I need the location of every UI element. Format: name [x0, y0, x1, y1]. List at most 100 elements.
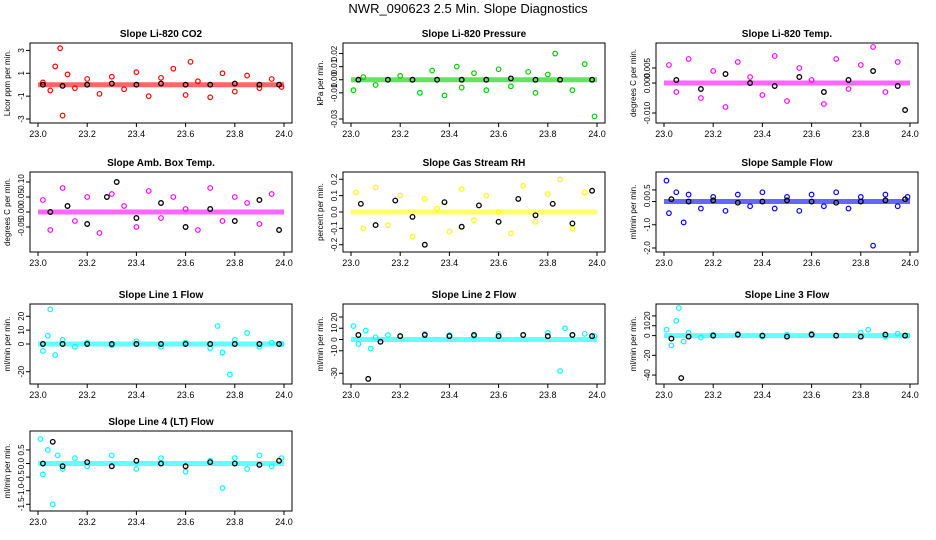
- y-tick-label: -10: [330, 344, 339, 356]
- data-point: [771, 205, 778, 212]
- data-point: [182, 468, 189, 475]
- reference-point: [47, 209, 54, 215]
- data-point: [698, 95, 704, 101]
- data-point: [54, 452, 61, 459]
- data-point: [145, 188, 152, 194]
- plot-frame: [29, 42, 293, 124]
- reference-point: [158, 460, 164, 467]
- reference-point: [668, 196, 675, 203]
- data-point: [158, 343, 164, 350]
- y-tick-label: 10: [643, 321, 652, 330]
- chart-title: Slope Li-820 Temp.: [742, 29, 833, 40]
- data-point: [244, 72, 251, 79]
- data-point: [870, 44, 876, 50]
- data-point: [557, 368, 563, 374]
- x-tick-label: 23.6: [177, 517, 195, 527]
- x-tick-label: 23.6: [803, 390, 821, 400]
- x-tick-label: 24.0: [275, 517, 293, 527]
- reference-point: [59, 463, 66, 470]
- data-point: [471, 70, 477, 77]
- reference-point: [759, 198, 766, 205]
- y-tick-label: -0.01: [330, 83, 339, 102]
- data-point: [416, 89, 423, 96]
- reference-point: [808, 198, 815, 205]
- data-point: [698, 334, 704, 341]
- reference-point: [276, 227, 283, 233]
- x-tick-label: 23.0: [29, 517, 47, 527]
- data-point: [458, 186, 465, 192]
- reference-point: [495, 218, 502, 225]
- x-tick-label: 23.6: [803, 129, 821, 139]
- reference-point: [734, 331, 741, 338]
- reference-point: [256, 81, 263, 88]
- data-point: [471, 217, 477, 224]
- data-point: [231, 194, 238, 200]
- data-point: [680, 338, 687, 345]
- y-tick-label: 0.00: [330, 71, 339, 87]
- data-point: [421, 196, 428, 202]
- x-tick-label: 24.0: [901, 390, 919, 400]
- x-tick-label: 23.4: [441, 390, 459, 400]
- x-tick-label: 23.2: [391, 258, 409, 268]
- y-tick-label: 1: [17, 71, 26, 76]
- y-tick-label: -0.5: [17, 470, 26, 484]
- reference-point: [256, 341, 263, 347]
- data-point: [673, 89, 680, 95]
- x-tick-label: 23.2: [391, 390, 409, 400]
- chart-title: Slope Line 4 (LT) Flow: [108, 417, 214, 428]
- x-tick-label: 24.0: [588, 390, 606, 400]
- chart-panel-8: Slope Line 2 Flow 23.0 23.2 23.4 23.6 23.8 24.…: [316, 290, 606, 400]
- y-tick-label: 0.000: [643, 72, 652, 93]
- reference-point: [276, 457, 283, 464]
- y-tick-label: 0.10: [17, 174, 26, 190]
- data-point: [57, 45, 64, 52]
- reference-point: [771, 83, 778, 89]
- x-tick-label: 23.4: [441, 258, 459, 268]
- data-point: [372, 82, 379, 88]
- x-tick-label: 24.0: [901, 129, 919, 139]
- reference-point: [182, 341, 189, 347]
- y-tick-label: 20: [17, 311, 26, 320]
- data-point: [747, 203, 753, 210]
- chart-panel-4: Slope Amb. Box Temp. 23.0 23.2 23.4 23.6 23.8…: [3, 158, 293, 268]
- data-point: [857, 62, 864, 68]
- y-axis-label: ml/min per min.: [3, 444, 12, 499]
- data-point: [108, 452, 115, 459]
- plot-frame: [655, 303, 919, 385]
- y-tick-label: -0.2: [330, 237, 339, 251]
- data-point: [71, 85, 78, 92]
- x-tick-label: 23.2: [391, 129, 409, 139]
- data-point: [552, 50, 559, 57]
- reference-point: [84, 459, 91, 466]
- reference-point: [458, 76, 465, 83]
- chart-title: Slope Line 3 Flow: [745, 290, 830, 301]
- reference-point: [589, 187, 596, 194]
- reference-point: [372, 222, 379, 229]
- y-tick-label: 0.02: [330, 45, 339, 61]
- y-tick-label: 0.005: [643, 57, 652, 78]
- data-point: [96, 230, 103, 236]
- y-axis-label: ml/min per min.: [316, 317, 325, 372]
- data-point: [355, 341, 362, 347]
- reference-point: [108, 341, 115, 347]
- data-point: [429, 67, 436, 74]
- data-point: [458, 84, 465, 91]
- x-tick-label: 23.8: [226, 390, 244, 400]
- reference-point: [108, 80, 115, 87]
- x-tick-label: 23.8: [539, 390, 557, 400]
- reference-point: [471, 332, 477, 338]
- x-tick-label: 23.4: [128, 390, 146, 400]
- plot-frame: [29, 430, 293, 512]
- reference-point: [857, 198, 864, 205]
- reference-point: [857, 333, 864, 340]
- data-point: [569, 225, 576, 232]
- data-point: [96, 90, 103, 97]
- reference-point: [384, 76, 391, 83]
- reference-point: [894, 83, 901, 89]
- x-tick-label: 23.6: [490, 129, 508, 139]
- reference-point: [256, 461, 263, 468]
- data-point: [857, 194, 864, 200]
- chart-title: Slope Sample Flow: [741, 158, 832, 169]
- data-point: [698, 205, 704, 212]
- x-tick-label: 23.8: [539, 258, 557, 268]
